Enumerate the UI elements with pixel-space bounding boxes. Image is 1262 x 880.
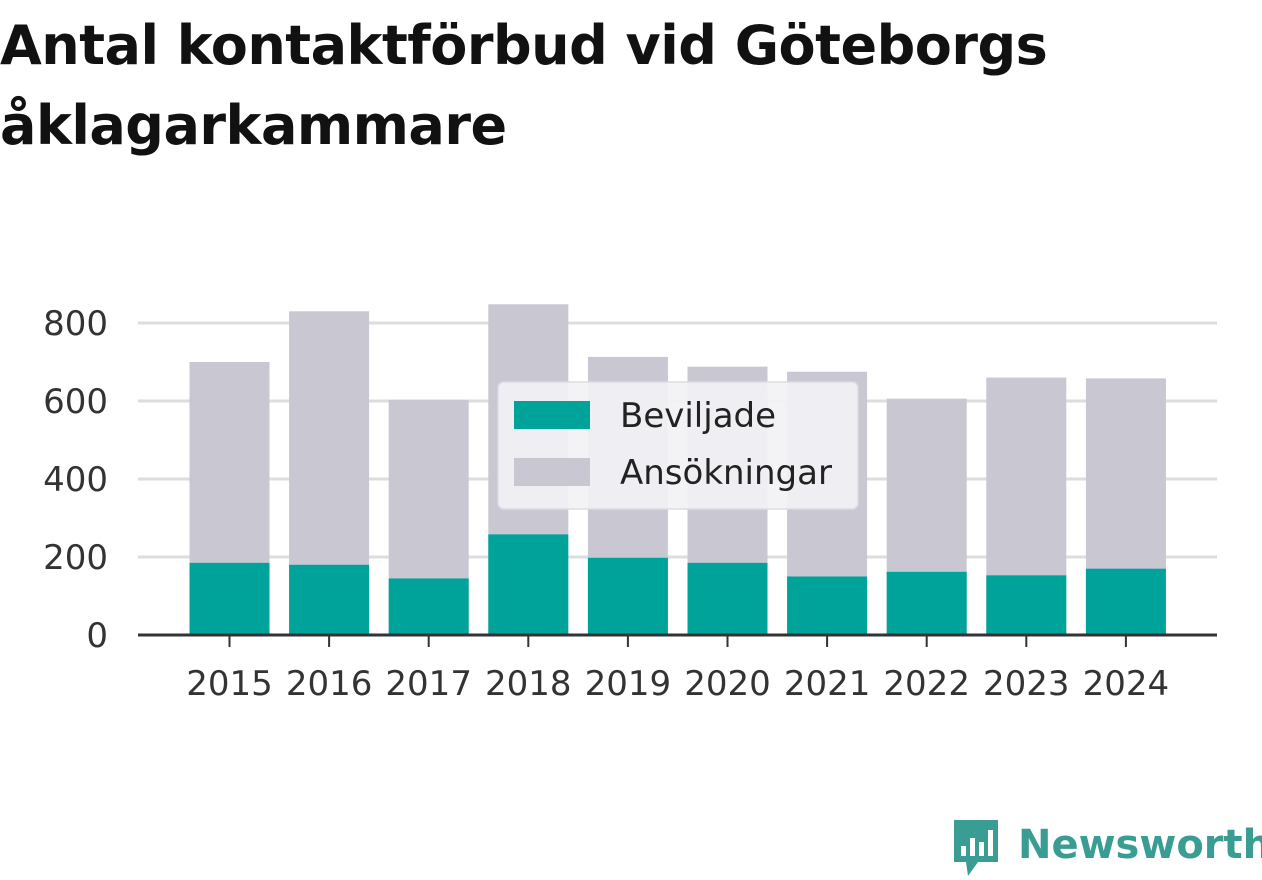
y-tick-label: 0 xyxy=(86,616,108,656)
bar-beviljade-2024 xyxy=(1085,568,1166,635)
bar-beviljade-2022 xyxy=(886,571,967,635)
bar-beviljade-2020 xyxy=(687,562,768,635)
bar-beviljade-2023 xyxy=(986,575,1067,635)
chart-title: Antal kontaktförbud vid Göteborgs åklaga… xyxy=(0,14,1048,157)
bar-beviljade-2015 xyxy=(189,562,270,635)
x-tick-label: 2019 xyxy=(585,664,672,704)
y-tick-label: 400 xyxy=(43,460,108,500)
x-tick-label: 2017 xyxy=(385,664,472,704)
legend-swatch-beviljade xyxy=(514,401,590,429)
legend-label-beviljade: Beviljade xyxy=(620,396,776,436)
legend-label-ansokningar: Ansökningar xyxy=(620,453,832,493)
x-tick-label: 2020 xyxy=(684,664,771,704)
newsworthy-logo-icon xyxy=(954,820,998,876)
y-tick-label: 200 xyxy=(43,538,108,578)
y-tick-label: 800 xyxy=(43,304,108,344)
x-tick-label: 2022 xyxy=(883,664,970,704)
x-tick-label: 2016 xyxy=(286,664,373,704)
legend-swatch-ansokningar xyxy=(514,458,590,486)
x-tick-label: 2015 xyxy=(186,664,273,704)
brand-name: Newsworthy xyxy=(1018,822,1262,868)
legend: Beviljade Ansökningar xyxy=(497,381,859,510)
bar-beviljade-2021 xyxy=(787,576,868,635)
bar-beviljade-2019 xyxy=(587,557,668,635)
bar-beviljade-2016 xyxy=(289,564,370,635)
bar-beviljade-2017 xyxy=(388,578,469,635)
x-tick-label: 2023 xyxy=(983,664,1070,704)
bars xyxy=(189,304,1166,635)
y-tick-label: 600 xyxy=(43,382,108,422)
x-tick-label: 2024 xyxy=(1083,664,1170,704)
bar-beviljade-2018 xyxy=(488,534,569,635)
x-tick-label: 2021 xyxy=(784,664,871,704)
x-tick-label: 2018 xyxy=(485,664,572,704)
axes: 0 200 400 600 800 2015 2016 2017 2018 2019 2020 202… xyxy=(43,304,1217,704)
